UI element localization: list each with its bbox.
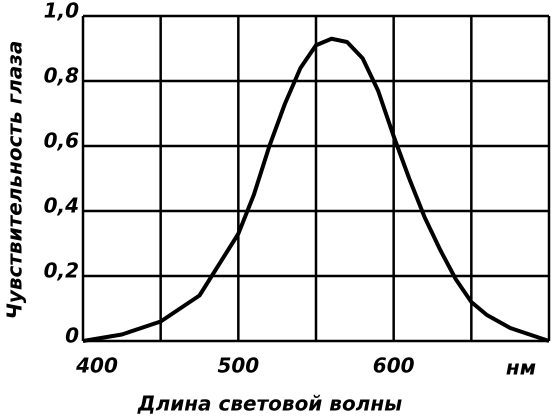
- x-tick-label: 400: [75, 354, 118, 378]
- y-tick-label: 0,2: [44, 259, 79, 283]
- x-axis-label: Длина световой волны: [137, 392, 402, 416]
- x-tick-label: 600: [373, 354, 415, 378]
- y-tick-label: 0,6: [44, 129, 80, 153]
- line: [82, 36, 550, 343]
- y-axis-label: Чувствительность глаза: [3, 41, 27, 320]
- y-tick-label: 1,0: [44, 0, 80, 23]
- y-tick-label: 0,4: [44, 194, 79, 218]
- y-tick-label: 0: [65, 324, 79, 348]
- y-tick-label: 0,8: [44, 64, 80, 88]
- x-tick-label: 500: [217, 354, 259, 378]
- x-unit-label: нм: [506, 356, 536, 380]
